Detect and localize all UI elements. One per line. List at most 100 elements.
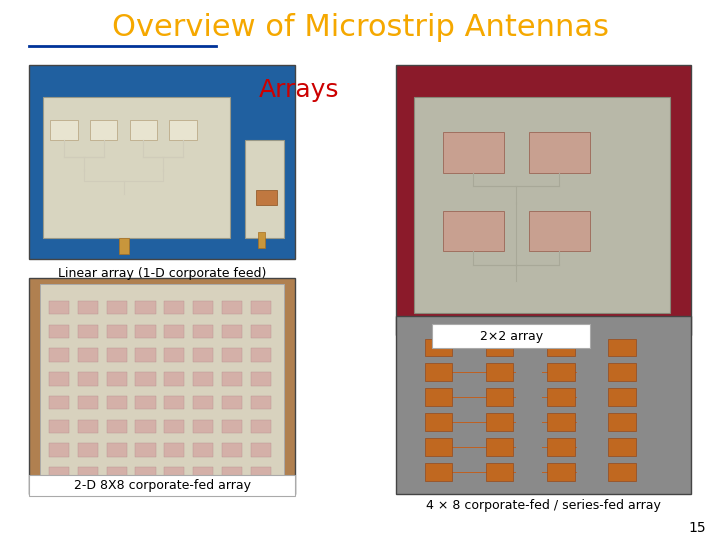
Bar <box>78 420 98 433</box>
Bar <box>443 211 504 251</box>
Bar <box>443 132 504 173</box>
Text: 2×2 array: 2×2 array <box>480 329 543 343</box>
Bar <box>78 467 98 481</box>
Bar <box>486 363 513 381</box>
Bar <box>193 443 213 457</box>
Bar <box>251 396 271 409</box>
Bar <box>608 463 636 481</box>
Bar <box>251 420 271 433</box>
Bar <box>608 413 636 431</box>
Bar <box>245 140 284 238</box>
Bar <box>135 396 156 409</box>
Text: 4 × 8 corporate-fed / series-fed array: 4 × 8 corporate-fed / series-fed array <box>426 500 661 512</box>
Bar <box>90 120 117 140</box>
Bar <box>130 120 157 140</box>
Bar <box>547 413 575 431</box>
Bar <box>251 467 271 481</box>
Bar <box>164 420 184 433</box>
Bar <box>107 301 127 314</box>
Text: Arrays: Arrays <box>258 78 339 102</box>
Bar <box>547 463 575 481</box>
Bar <box>107 467 127 481</box>
Bar <box>169 120 197 140</box>
Bar <box>78 443 98 457</box>
Bar <box>547 438 575 456</box>
Text: 15: 15 <box>688 521 706 535</box>
Bar <box>486 463 513 481</box>
Bar <box>425 413 452 431</box>
Bar <box>222 443 242 457</box>
Bar <box>164 372 184 386</box>
Bar <box>193 301 213 314</box>
Bar <box>119 238 129 254</box>
Bar <box>49 325 69 338</box>
Bar <box>222 301 242 314</box>
Bar <box>222 420 242 433</box>
Bar <box>135 372 156 386</box>
Bar <box>78 301 98 314</box>
Bar <box>425 388 452 406</box>
Bar <box>547 363 575 381</box>
Bar <box>164 301 184 314</box>
Bar <box>425 463 452 481</box>
Bar <box>40 284 284 486</box>
Bar <box>251 325 271 338</box>
Bar <box>107 443 127 457</box>
Bar <box>251 348 271 362</box>
Bar <box>135 420 156 433</box>
Bar <box>164 396 184 409</box>
Bar <box>29 65 295 259</box>
Text: Overview of Microstrip Antennas: Overview of Microstrip Antennas <box>112 14 608 43</box>
Text: 2-D 8X8 corporate-fed array: 2-D 8X8 corporate-fed array <box>73 479 251 492</box>
Bar <box>529 211 590 251</box>
Bar <box>547 339 575 356</box>
Bar <box>193 325 213 338</box>
Bar <box>608 363 636 381</box>
Bar <box>29 475 295 496</box>
Bar <box>164 443 184 457</box>
Bar <box>222 372 242 386</box>
Bar <box>608 339 636 356</box>
Text: Linear array (1-D corporate feed): Linear array (1-D corporate feed) <box>58 267 266 280</box>
Bar <box>251 372 271 386</box>
Bar <box>258 232 265 248</box>
Bar <box>193 348 213 362</box>
Bar <box>486 339 513 356</box>
Bar <box>135 443 156 457</box>
Bar <box>396 65 691 335</box>
Bar <box>193 396 213 409</box>
Bar <box>486 388 513 406</box>
Bar <box>193 420 213 433</box>
Bar <box>547 388 575 406</box>
Bar <box>135 325 156 338</box>
Bar <box>222 396 242 409</box>
Bar <box>49 443 69 457</box>
Bar <box>107 325 127 338</box>
Bar <box>425 363 452 381</box>
Bar <box>49 396 69 409</box>
Bar <box>425 339 452 356</box>
Bar <box>107 348 127 362</box>
Bar <box>78 348 98 362</box>
Bar <box>222 467 242 481</box>
Bar <box>608 438 636 456</box>
Bar <box>107 420 127 433</box>
Bar <box>222 325 242 338</box>
Bar <box>164 467 184 481</box>
Bar <box>78 396 98 409</box>
Bar <box>414 97 670 313</box>
Bar <box>486 438 513 456</box>
Bar <box>529 132 590 173</box>
Bar <box>251 443 271 457</box>
Bar <box>164 325 184 338</box>
Bar <box>396 316 691 494</box>
Bar <box>43 97 230 238</box>
Bar <box>78 325 98 338</box>
Bar <box>107 372 127 386</box>
Bar <box>251 301 271 314</box>
Bar <box>78 372 98 386</box>
Bar <box>135 467 156 481</box>
Bar <box>608 388 636 406</box>
Bar <box>425 438 452 456</box>
Bar <box>256 190 277 205</box>
